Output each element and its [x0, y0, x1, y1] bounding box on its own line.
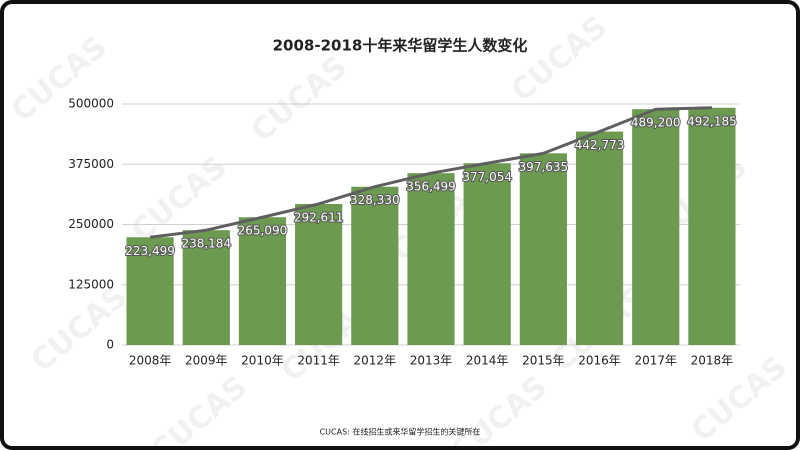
data-label: 238,184	[181, 237, 231, 251]
x-tick-label: 2009年	[185, 354, 228, 368]
x-tick-label: 2012年	[354, 354, 397, 368]
x-tick-label: 2018年	[691, 354, 734, 368]
y-tick-label: 375000	[68, 157, 114, 171]
data-label: 223,499	[125, 244, 175, 258]
x-tick-label: 2014年	[466, 354, 509, 368]
bar	[407, 173, 455, 345]
chart-title: 2008-2018十年来华留学生人数变化	[273, 37, 528, 55]
bar	[182, 230, 230, 345]
data-label: 397,635	[519, 160, 569, 174]
data-label: 377,054	[462, 170, 512, 184]
trend-line	[149, 106, 712, 239]
x-tick-label: 2015年	[522, 354, 565, 368]
y-tick-label: 125000	[68, 277, 114, 291]
footer: CUCAS: 在线招生或来华留学招生的关键所在	[320, 427, 481, 437]
x-tick-label: 2017年	[634, 354, 677, 368]
bar	[351, 186, 399, 345]
data-label: 492,185	[687, 114, 737, 128]
data-label: 328,330	[350, 193, 400, 207]
bar	[632, 109, 680, 345]
y-tick-label: 250000	[68, 217, 114, 231]
bar	[519, 153, 567, 345]
data-label: 292,611	[294, 210, 344, 224]
bar	[295, 203, 343, 345]
x-tick-label: 2013年	[410, 354, 453, 368]
x-tick-label: 2008年	[129, 354, 172, 368]
bar	[575, 131, 624, 345]
y-tick-label: 500000	[68, 97, 114, 111]
y-tick-label: 0	[106, 338, 114, 352]
bar	[463, 163, 511, 345]
bar	[688, 107, 736, 345]
x-tick-label: 2016年	[578, 354, 621, 368]
data-label: 356,499	[406, 180, 456, 194]
x-tick-label: 2011年	[297, 354, 340, 368]
bar	[238, 217, 287, 345]
x-tick-label: 2010年	[241, 354, 284, 368]
data-label: 442,773	[575, 138, 625, 152]
data-label: 489,200	[631, 116, 681, 130]
data-label: 265,090	[238, 224, 288, 238]
bar	[126, 237, 174, 345]
